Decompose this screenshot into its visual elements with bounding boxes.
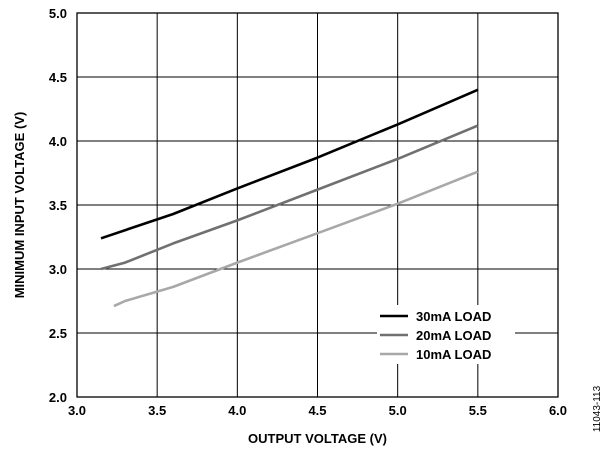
y-tick-label: 2.5: [49, 326, 67, 341]
x-axis-tick-labels: 3.0 3.5 4.0 4.5 5.0 5.5 6.0: [68, 403, 567, 418]
x-tick-label: 6.0: [549, 403, 567, 418]
y-tick-label: 5.0: [49, 6, 67, 21]
y-tick-label: 2.0: [49, 390, 67, 405]
series-line-3: [113, 170, 479, 308]
x-tick-label: 5.0: [389, 403, 407, 418]
x-tick-label: 4.0: [228, 403, 246, 418]
legend-label: 10mA LOAD: [416, 347, 491, 362]
x-axis-title: OUTPUT VOLTAGE (V): [248, 431, 387, 446]
figure-id-label: 11043-113: [592, 385, 603, 432]
y-tick-label: 3.0: [49, 262, 67, 277]
x-tick-label: 3.5: [148, 403, 166, 418]
x-tick-label: 4.5: [308, 403, 326, 418]
series-line-1: [100, 88, 479, 240]
legend: 30mA LOAD 20mA LOAD 10mA LOAD: [377, 305, 515, 364]
series-line-2: [100, 124, 479, 271]
plot-area-frame: [76, 12, 559, 398]
legend-label: 30mA LOAD: [416, 309, 491, 324]
y-axis-tick-labels: 2.0 2.5 3.0 3.5 4.0 4.5 5.0: [49, 6, 67, 405]
y-tick-label: 4.0: [49, 134, 67, 149]
y-axis-title: MINIMUM INPUT VOLTAGE (V): [12, 112, 27, 299]
x-tick-label: 5.5: [469, 403, 487, 418]
y-tick-label: 3.5: [49, 198, 67, 213]
legend-label: 20mA LOAD: [416, 328, 491, 343]
y-tick-label: 4.5: [49, 70, 67, 85]
series-lines: [100, 88, 479, 308]
x-tick-label: 3.0: [68, 403, 86, 418]
